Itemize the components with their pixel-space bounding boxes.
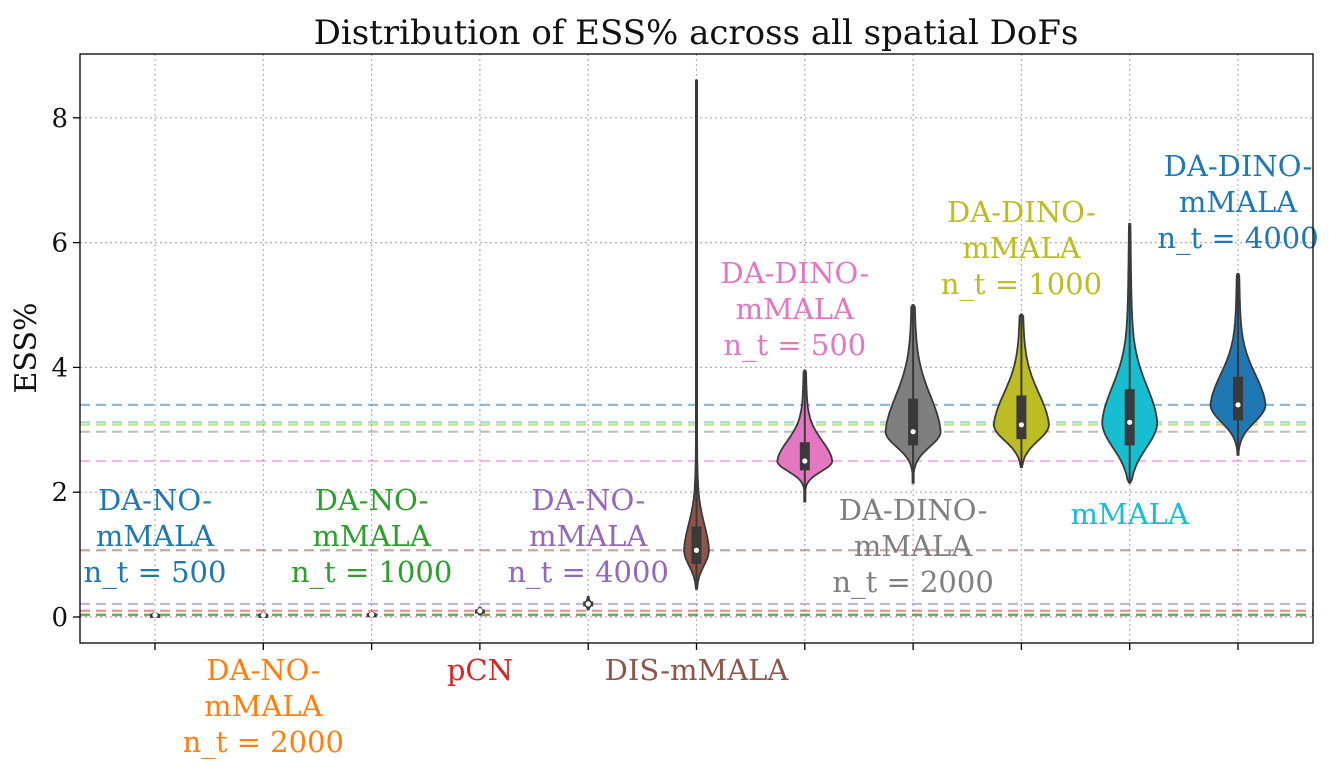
method-label-line: n_t = 1000	[941, 267, 1102, 302]
violin-median	[369, 611, 375, 618]
y-tick-label: 6	[51, 229, 68, 259]
method-label-line: DIS-mMALA	[605, 653, 790, 687]
violin-median	[693, 547, 700, 553]
method-label-line: n_t = 1000	[291, 555, 452, 590]
method-label-line: DA-DINO-	[720, 256, 869, 290]
y-axis-label: ESS%	[9, 303, 44, 394]
violin-iqr-box	[1233, 376, 1243, 421]
method-label-line: mMALA	[312, 519, 431, 553]
method-label-line: mMALA	[854, 529, 973, 563]
method-label-line: DA-DINO-	[947, 195, 1096, 229]
chart-title: Distribution of ESS% across all spatial …	[314, 13, 1079, 53]
y-tick-label: 2	[51, 478, 68, 508]
method-label-line: n_t = 4000	[1157, 221, 1318, 256]
violin-median	[585, 601, 591, 607]
violin-median	[1127, 419, 1133, 425]
violin-median	[260, 612, 266, 618]
method-label-line: mMALA	[529, 519, 648, 553]
method-label-line: DA-NO-	[531, 483, 645, 517]
violin-median	[802, 458, 808, 464]
method-label-line: n_t = 4000	[508, 555, 669, 590]
violin-median	[152, 612, 158, 618]
violin-median	[1235, 402, 1241, 408]
ticks-layer: 0 2 4 6 8	[51, 104, 1239, 650]
y-tick-label: 8	[51, 104, 68, 134]
method-label-line: DA-DINO-	[839, 493, 988, 527]
method-label-line: mMALA	[962, 231, 1081, 265]
violin-median	[477, 608, 483, 614]
method-label-line: DA-NO-	[98, 483, 212, 517]
y-tick-label: 4	[51, 353, 68, 383]
violins-layer	[150, 79, 1267, 618]
method-label-line: n_t = 2000	[832, 565, 993, 600]
violin-median	[1018, 422, 1024, 428]
method-label-line: DA-NO-	[315, 483, 429, 517]
y-tick-label: 0	[51, 603, 68, 633]
method-label-line: DA-DINO-	[1164, 149, 1313, 183]
method-label-line: mMALA	[1071, 497, 1190, 531]
method-label-line: mMALA	[96, 519, 215, 553]
method-label-line: n_t = 500	[84, 555, 227, 590]
violin-median	[910, 429, 916, 435]
plot-frame	[79, 53, 1314, 644]
method-label-line: n_t = 2000	[183, 725, 344, 760]
violin-iqr-box	[1016, 395, 1027, 440]
violin-iqr-box	[799, 442, 810, 471]
method-label-line: mMALA	[1179, 185, 1298, 219]
violin-iqr-box	[908, 398, 919, 446]
violin-iqr-box	[1124, 389, 1135, 446]
method-label-line: mMALA	[204, 689, 323, 723]
method-label-line: DA-NO-	[206, 653, 320, 687]
violin-iqr-box	[691, 526, 702, 564]
method-label-line: mMALA	[736, 292, 855, 326]
method-label-line: n_t = 500	[723, 328, 866, 363]
method-label-line: pCN	[447, 653, 513, 687]
